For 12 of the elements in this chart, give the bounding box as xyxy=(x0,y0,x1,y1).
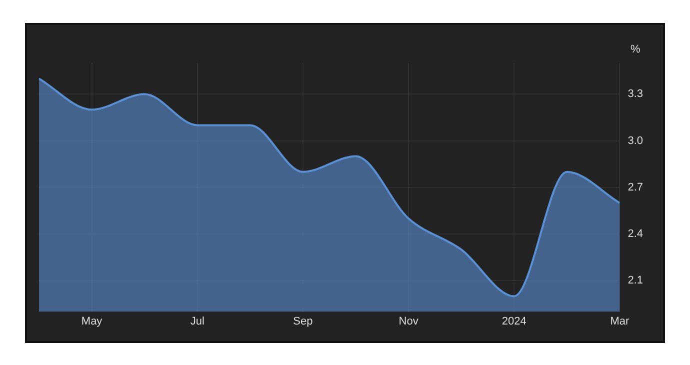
x-tick-label: 2024 xyxy=(502,314,526,327)
x-tick-label: Nov xyxy=(398,314,419,327)
y-axis-title: % xyxy=(630,43,640,56)
y-tick-label: 3.3 xyxy=(628,88,644,100)
y-tick-label: 3.0 xyxy=(628,134,644,146)
x-tick-label: Mar xyxy=(610,314,630,327)
y-tick-label: 2.1 xyxy=(628,274,644,286)
x-tick-label: May xyxy=(81,314,103,327)
y-tick-label: 2.7 xyxy=(628,180,644,193)
x-tick-label: Jul xyxy=(190,314,204,327)
x-tick-label: Sep xyxy=(293,314,313,327)
y-tick-label: 2.4 xyxy=(628,228,644,240)
